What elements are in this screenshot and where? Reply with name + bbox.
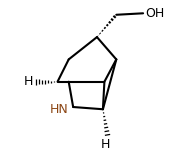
Text: H: H [101,138,111,151]
Text: HN: HN [50,104,69,117]
Text: OH: OH [145,7,165,20]
Text: H: H [24,75,33,88]
